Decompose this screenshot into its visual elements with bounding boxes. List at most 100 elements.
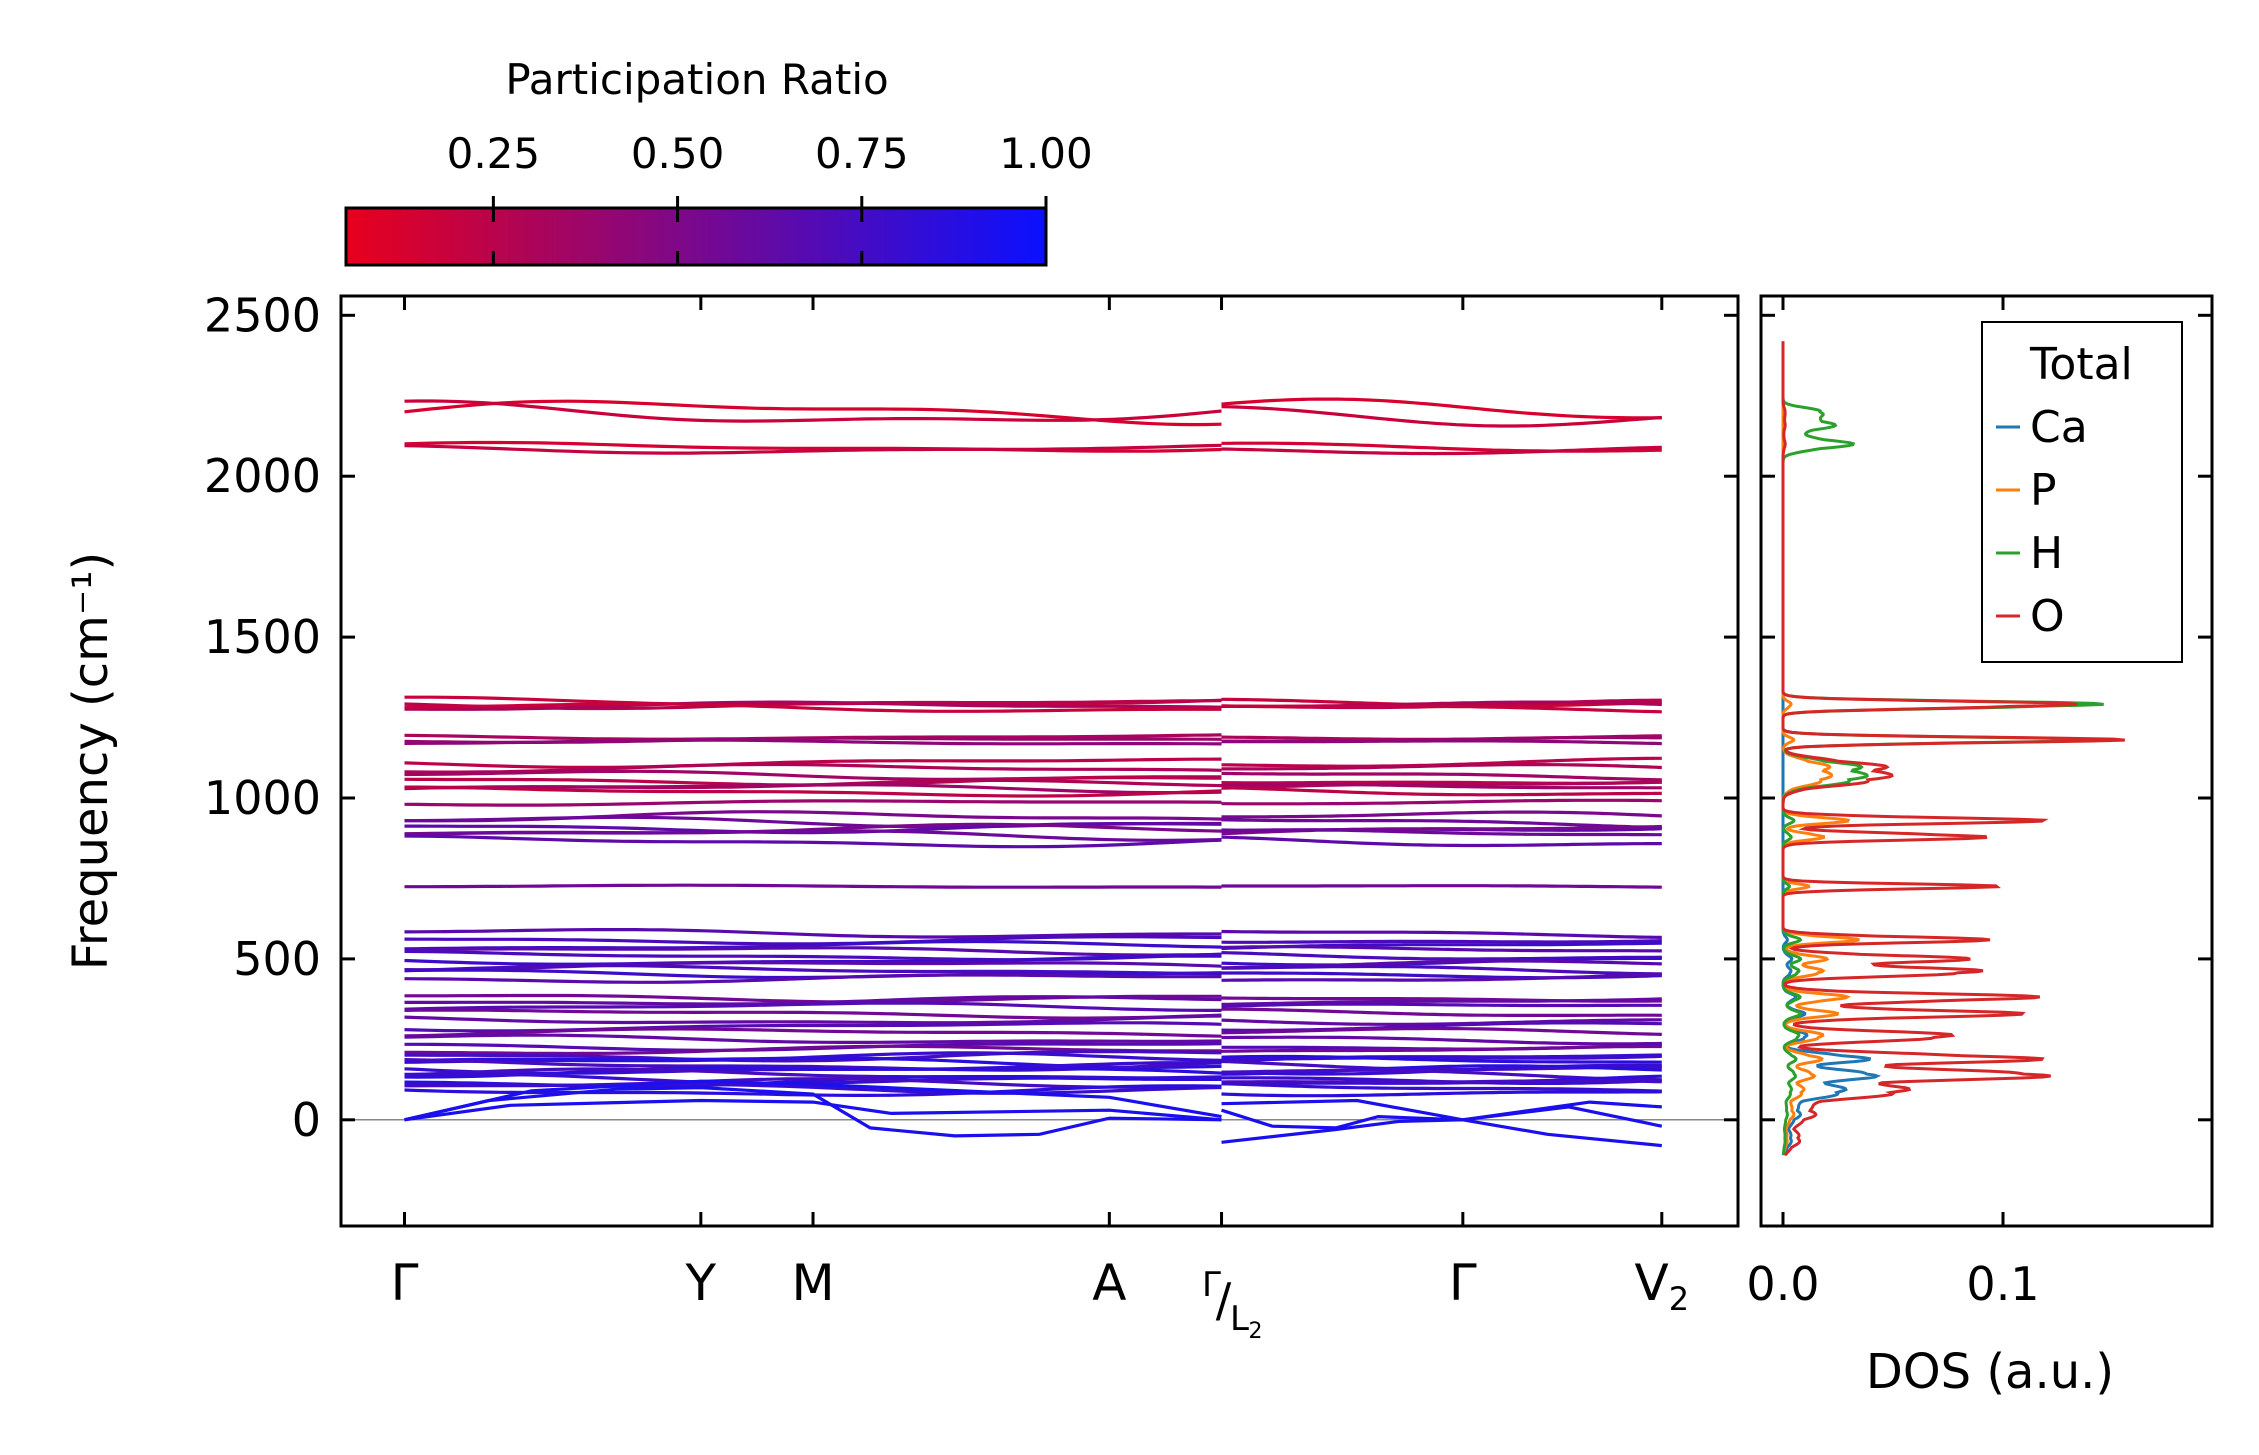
phonon-band <box>404 738 1222 746</box>
phonon-band <box>404 1001 1222 1012</box>
k-label: Γ <box>391 1254 419 1312</box>
phonon-band <box>1221 1079 1662 1084</box>
phonon-band <box>1221 972 1662 982</box>
phonon-band <box>404 700 1222 711</box>
dos-panel: 0.0 0.1 DOS (a.u.) Total Ca PHO <box>1746 294 2214 1400</box>
phonon-band <box>404 1082 1222 1095</box>
phonon-band <box>1221 810 1662 819</box>
band-lines <box>341 397 1738 1148</box>
k-label: V2 <box>1635 1254 1690 1318</box>
phonon-band <box>1221 780 1662 790</box>
phonon-band <box>1221 818 1662 830</box>
phonon-band <box>404 829 1222 842</box>
k-label: Γ <box>1449 1254 1477 1312</box>
dos-lines <box>1781 341 2125 1157</box>
band-y-label: Frequency (cm⁻¹) <box>63 552 119 970</box>
dos-y-ticks <box>1761 313 2212 1122</box>
phonon-band <box>404 1027 1222 1038</box>
colorbar-title: Participation Ratio <box>505 55 888 104</box>
phonon-band <box>1221 1053 1662 1063</box>
phonon-band <box>404 1014 1222 1025</box>
phonon-band <box>404 785 1222 798</box>
phonon-band <box>1221 1054 1662 1064</box>
dos-x-ticks: 0.0 0.1 <box>1746 296 2040 1311</box>
dos-x-label: DOS (a.u.) <box>1866 1344 2114 1400</box>
y-tick-label: 0 <box>292 1093 321 1147</box>
dos-curve-o <box>1781 341 2125 1157</box>
phonon-band <box>404 834 1222 849</box>
phonon-band <box>1221 945 1662 953</box>
svg-text:Γ: Γ <box>1202 1265 1221 1305</box>
band-axes-frame <box>339 294 1740 1228</box>
phonon-band <box>1221 771 1662 782</box>
phonon-band <box>1221 835 1662 848</box>
phonon-band <box>1221 1007 1662 1017</box>
phonon-band <box>404 1050 1222 1063</box>
phonon-band <box>1221 704 1662 714</box>
phonon-band <box>1221 884 1662 889</box>
acoustic-band <box>1221 1105 1663 1130</box>
phonon-band <box>404 964 1222 976</box>
phonon-band <box>404 440 1222 453</box>
svg-text:2: 2 <box>1249 1319 1263 1344</box>
phonon-band <box>404 1033 1222 1044</box>
dos-axes-frame <box>1759 294 2214 1228</box>
phonon-band <box>404 973 1222 984</box>
legend-label-ca: Ca <box>2030 402 2088 453</box>
legend-label-p: P <box>2030 465 2057 516</box>
phonon-band <box>404 928 1222 939</box>
svg-text:/: / <box>1216 1273 1232 1327</box>
dos-legend: Total Ca PHO <box>1981 321 2183 663</box>
phonon-band <box>1221 1026 1662 1036</box>
phonon-band <box>404 443 1222 455</box>
acoustic-band <box>404 1098 1222 1122</box>
phonon-band <box>1221 1090 1662 1098</box>
phonon-band <box>1221 397 1662 420</box>
y-tick-label: 500 <box>233 932 321 986</box>
phonon-band <box>1221 1002 1662 1009</box>
phonon-band <box>1221 1044 1662 1053</box>
acoustic-band <box>1221 1098 1662 1122</box>
acoustic-band <box>1221 1118 1662 1148</box>
colorbar-tick-label: 0.50 <box>631 129 725 178</box>
phonon-band <box>1221 763 1662 771</box>
k-label: A <box>1092 1254 1126 1312</box>
phonon-band <box>404 1056 1222 1069</box>
phonon-band <box>404 757 1222 769</box>
phonon-band <box>404 702 1222 713</box>
phonon-band <box>1221 828 1662 837</box>
k-label: Y <box>685 1254 717 1312</box>
band-x-ticks: Γ Y M A Γ/L 2Γ V2 <box>391 296 1690 1344</box>
y-tick-label: 1000 <box>204 771 321 825</box>
colorbar-gradient <box>344 206 1048 267</box>
phonon-band <box>404 399 1222 423</box>
phonon-band <box>1221 739 1662 746</box>
phonon-band <box>1221 1035 1662 1046</box>
phonon-band <box>1221 782 1662 790</box>
colorbar: Participation Ratio 0.25 0.50 0.75 1.00 <box>344 55 1093 267</box>
phonon-band <box>1221 405 1662 428</box>
colorbar-tick-label: 0.25 <box>447 129 541 178</box>
acoustic-band <box>404 1079 1222 1122</box>
phonon-band <box>1221 798 1662 806</box>
svg-text:L: L <box>1230 1299 1249 1339</box>
acoustic-band <box>404 1085 1222 1138</box>
colorbar-tick-label: 0.75 <box>815 129 909 178</box>
k-label: M <box>791 1254 834 1312</box>
colorbar-tick-label: 1.00 <box>999 129 1093 178</box>
phonon-band <box>404 1044 1222 1056</box>
colorbar-tick-labels: 0.25 0.50 0.75 1.00 <box>447 129 1093 178</box>
phonon-band <box>1221 1082 1662 1093</box>
k-label-gamma-L2: Γ/L 2 <box>1202 1265 1262 1344</box>
legend-label-total: Total <box>2029 339 2133 390</box>
phonon-band <box>404 799 1222 807</box>
phonon-band <box>1221 929 1662 939</box>
legend-box <box>1981 321 2183 663</box>
phonon-band <box>1221 786 1662 797</box>
colorbar-ticks <box>491 196 1048 265</box>
phonon-band <box>404 946 1222 957</box>
legend-label-o: O <box>2030 591 2065 642</box>
phonon-band <box>404 783 1222 795</box>
band-y-ticks: 0 500 1000 1500 2000 2500 <box>204 288 1738 1147</box>
